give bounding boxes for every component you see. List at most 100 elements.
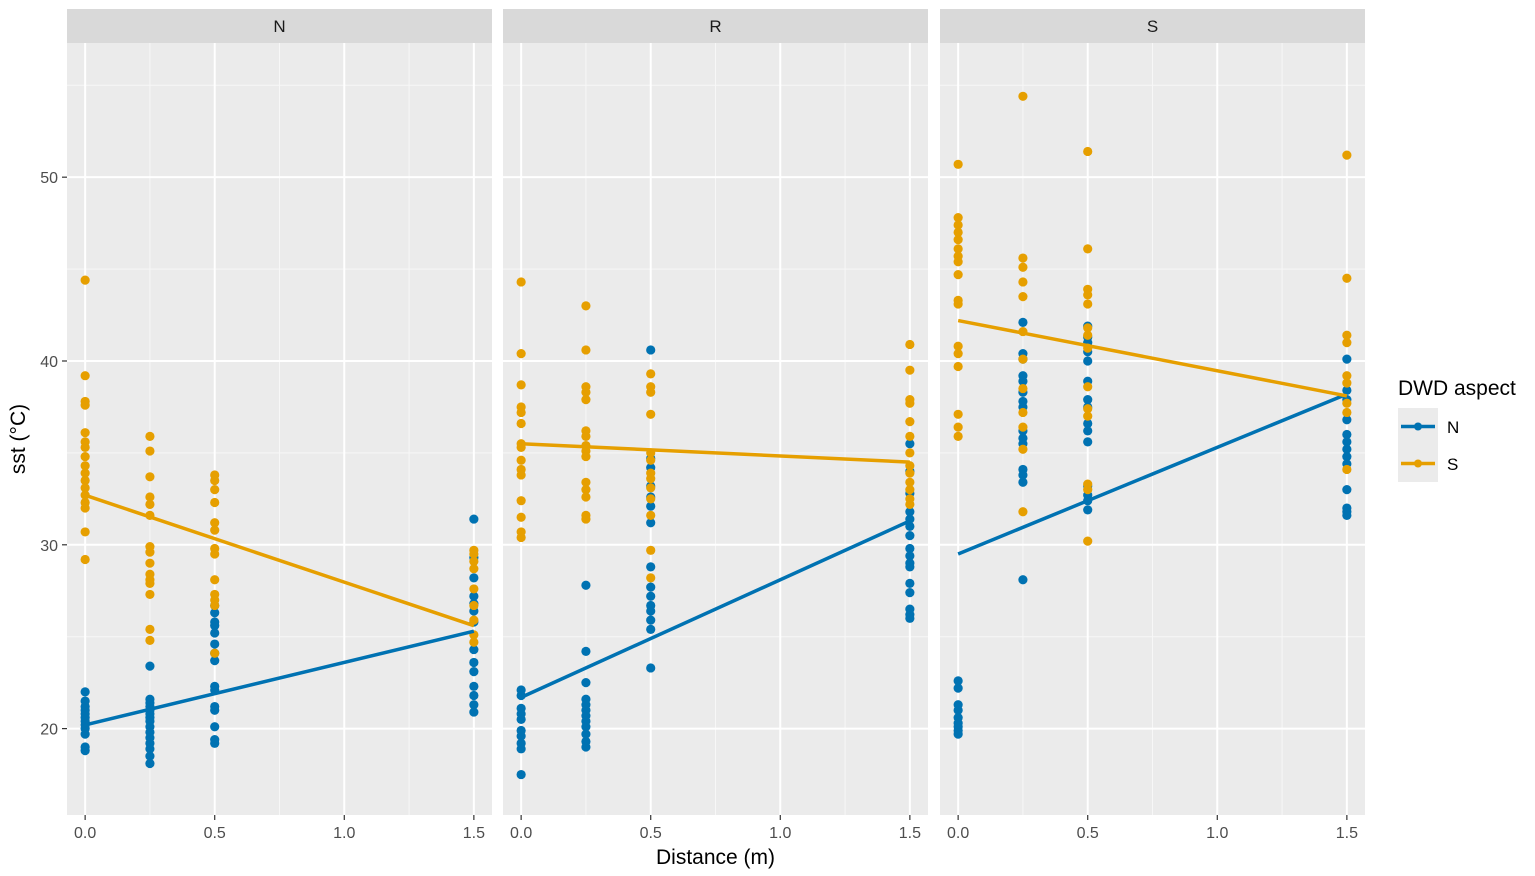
data-point <box>469 615 479 625</box>
data-point <box>516 407 526 418</box>
data-point <box>905 543 915 554</box>
data-point <box>210 525 220 535</box>
data-point <box>581 678 591 688</box>
data-point <box>469 700 479 710</box>
legend-title: DWD aspect <box>1398 377 1516 400</box>
data-point <box>1018 383 1028 394</box>
panel-r: R 0.0 0.5 1.0 1.5 <box>503 9 928 842</box>
data-point <box>80 729 90 739</box>
data-point <box>1018 292 1028 302</box>
data-point <box>210 549 220 559</box>
data-point <box>953 683 963 693</box>
data-point <box>516 769 526 780</box>
data-point <box>80 371 90 381</box>
data-point <box>80 687 90 697</box>
data-point <box>1083 505 1093 515</box>
data-point <box>953 270 963 280</box>
series-s <box>80 275 479 658</box>
data-point <box>1342 407 1352 418</box>
data-point <box>1342 371 1352 381</box>
data-point <box>646 545 656 555</box>
data-point <box>1018 575 1028 585</box>
data-point <box>80 442 90 452</box>
x-tick-label: 0.0 <box>510 825 532 842</box>
data-point <box>905 398 915 408</box>
data-point <box>1342 150 1352 160</box>
data-point <box>1083 404 1093 414</box>
data-point <box>646 483 656 493</box>
data-point <box>905 448 915 458</box>
data-point <box>210 628 220 638</box>
data-point <box>953 422 963 432</box>
panel-strip <box>940 9 1365 43</box>
data-point <box>646 518 656 528</box>
data-point <box>1342 398 1352 408</box>
data-point <box>646 409 656 419</box>
data-point <box>1018 470 1028 480</box>
data-point <box>210 621 220 631</box>
trend-line-n <box>84 629 475 727</box>
data-point <box>905 578 915 589</box>
panel-n: N 0.0 0.5 1.0 1.5 20 30 40 50 <box>40 9 492 842</box>
x-tick-label: 0.0 <box>947 825 969 842</box>
data-point <box>516 349 526 359</box>
series-s <box>953 91 1352 546</box>
data-point <box>1083 330 1093 340</box>
data-point <box>1083 536 1093 546</box>
data-point <box>646 591 656 601</box>
data-point <box>145 758 155 769</box>
data-point <box>905 507 915 517</box>
data-point <box>1018 422 1028 432</box>
data-point <box>581 485 591 495</box>
data-point <box>953 257 963 267</box>
data-point <box>953 235 963 245</box>
panels-layer: N 0.0 0.5 1.0 1.5 20 30 40 50 R 0.0 0.5 1.0 1.5 S 0.0 0.… <box>40 9 1365 842</box>
data-point <box>581 451 591 462</box>
y-tick-label: 50 <box>40 170 58 187</box>
data-point <box>905 477 915 487</box>
data-point <box>80 275 90 285</box>
data-point <box>469 644 479 655</box>
data-point <box>80 746 90 756</box>
data-point <box>1342 378 1352 388</box>
data-point <box>210 656 220 666</box>
data-point <box>581 722 591 732</box>
data-point <box>145 492 155 502</box>
data-point <box>646 345 656 355</box>
data-point <box>1018 477 1028 487</box>
data-point <box>469 681 479 691</box>
data-point <box>145 472 155 482</box>
data-point <box>581 301 591 311</box>
data-point <box>905 499 915 509</box>
data-point <box>953 409 963 419</box>
data-point <box>469 657 479 668</box>
data-point <box>1083 323 1093 333</box>
data-point <box>646 624 656 634</box>
data-point <box>469 584 479 594</box>
trend-line-n <box>957 392 1348 556</box>
panel-strip <box>67 9 492 43</box>
data-point <box>905 531 915 541</box>
data-point <box>145 558 155 568</box>
y-tick-label: 30 <box>40 538 58 555</box>
data-point <box>1083 437 1093 447</box>
data-point <box>581 345 591 355</box>
data-point <box>80 400 90 410</box>
x-tick-label: 1.0 <box>1206 825 1228 842</box>
data-point <box>953 361 963 372</box>
data-point <box>1342 510 1352 520</box>
data-point <box>516 714 526 725</box>
data-point <box>469 591 479 601</box>
data-point <box>646 615 656 625</box>
data-point <box>1083 299 1093 309</box>
data-point <box>210 639 220 649</box>
data-point <box>1018 376 1028 386</box>
x-tick-label: 1.5 <box>899 825 921 842</box>
data-point <box>646 474 656 484</box>
y-axis-title: sst (°C) <box>7 404 30 474</box>
data-point <box>581 514 591 524</box>
y-tick-label: 40 <box>40 354 58 371</box>
data-point <box>210 475 220 486</box>
data-point <box>581 742 591 752</box>
